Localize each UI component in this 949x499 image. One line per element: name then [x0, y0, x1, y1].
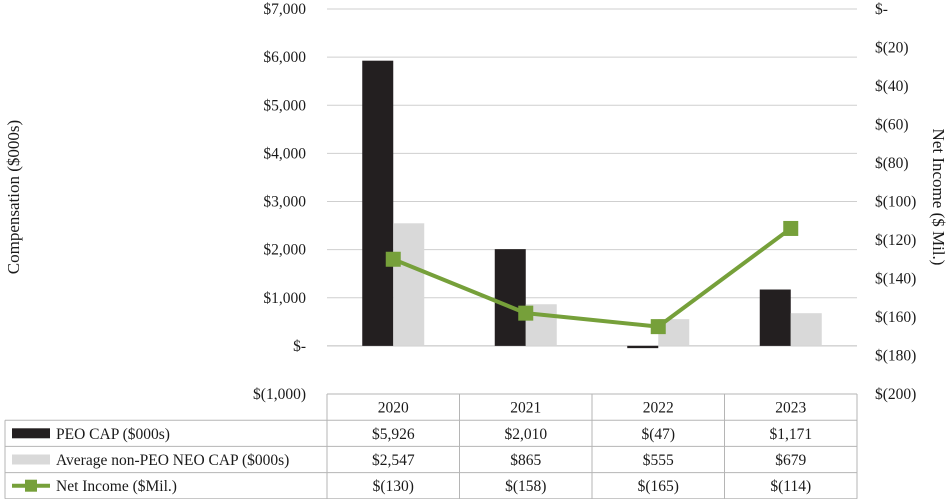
left-axis-tick-label: $- [293, 338, 306, 355]
right-axis-tick-label: $(20) [875, 40, 909, 57]
left-axis: $7,000 $6,000 $5,000 $4,000 $3,000 $2,000 $1,0… [253, 1, 306, 403]
table-cell-value: $(114) [770, 478, 811, 495]
peo-cap-bar [494, 249, 526, 346]
non-peo-neo-cap-bar [790, 313, 822, 346]
left-axis-title: Compensation ($000s) [4, 120, 23, 274]
table-cell-value: $2,547 [372, 452, 415, 469]
bars [362, 60, 822, 349]
legend-label: Average non-PEO NEO CAP ($000s) [56, 452, 289, 469]
right-axis-tick-label: $(100) [875, 194, 916, 211]
peo-cap-bar [759, 289, 791, 346]
left-axis-tick-label: $7,000 [263, 1, 306, 18]
left-axis-tick-label: $4,000 [263, 145, 306, 162]
right-axis-tick-label: $(120) [875, 232, 916, 249]
peo-cap-bar [627, 345, 659, 349]
legend-label: PEO CAP ($000s) [56, 426, 170, 443]
category-label: 2021 [510, 400, 541, 417]
table-cell-value: $2,010 [504, 426, 547, 443]
table-cell-value: $5,926 [372, 426, 415, 443]
left-axis-tick-label: $1,000 [263, 290, 306, 307]
legend-swatch [12, 428, 50, 439]
left-axis-tick-label: $(1,000) [253, 386, 306, 403]
net-income-line-path [392, 226, 792, 329]
net-income-line [385, 220, 799, 335]
table-cell-value: $(158) [505, 478, 546, 495]
right-axis-tick-label: $(180) [875, 348, 916, 365]
legend-swatch-marker [25, 479, 37, 492]
left-axis-tick-label: $3,000 [263, 194, 306, 211]
table-cell-value: $1,171 [769, 426, 812, 443]
right-axis-title: Net Income ($ Mil.) [929, 129, 948, 266]
table-cell-value: $555 [643, 452, 674, 469]
right-axis-tick-label: $(80) [875, 155, 909, 172]
category-label: 2022 [643, 400, 674, 417]
category-label: 2020 [378, 400, 409, 417]
table-cell-value: $(47) [641, 426, 675, 443]
left-axis-tick-label: $6,000 [263, 49, 306, 66]
table-cell-value: $679 [775, 452, 806, 469]
table-cell-value: $865 [510, 452, 541, 469]
table-cell-value: $(130) [373, 478, 414, 495]
legend-label: Net Income ($Mil.) [56, 478, 177, 495]
net-income-marker [518, 305, 534, 321]
net-income-marker [385, 251, 401, 267]
right-axis-tick-label: $(200) [875, 386, 916, 403]
left-axis-tick-label: $2,000 [263, 242, 306, 259]
net-income-marker [650, 319, 666, 335]
right-axis-tick-label: $- [875, 1, 888, 18]
right-axis-tick-label: $(160) [875, 309, 916, 326]
net-income-marker [783, 220, 799, 236]
table-cell-value: $(165) [638, 478, 679, 495]
data-table: 2020 2021 2022 2023 PEO CAP ($000s) $5,926 $2,… [4, 393, 858, 499]
peo-cap-bar [362, 60, 394, 346]
right-axis-tick-label: $(140) [875, 271, 916, 288]
right-axis-tick-label: $(40) [875, 78, 909, 95]
right-axis-tick-label: $(60) [875, 117, 909, 134]
right-axis: $- $(20) $(40) $(60) $(80) $(100) $(120) $(140)… [875, 1, 916, 403]
non-peo-neo-cap-bar [393, 223, 425, 346]
legend-swatch [12, 454, 50, 465]
left-axis-tick-label: $5,000 [263, 97, 306, 114]
category-label: 2023 [775, 400, 806, 417]
